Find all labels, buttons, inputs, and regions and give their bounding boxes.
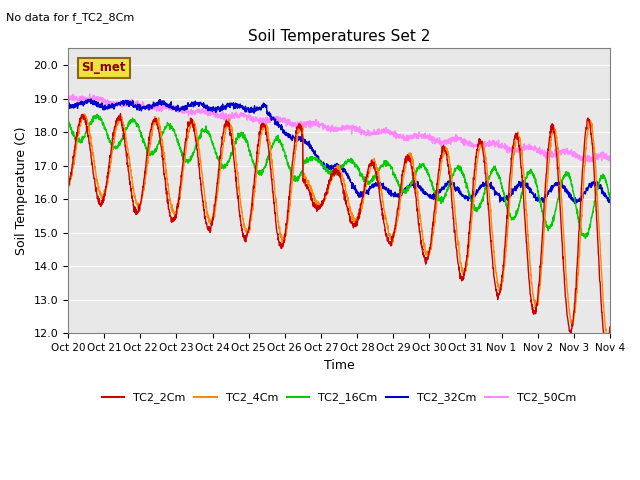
TC2_50Cm	[497, 142, 504, 148]
Title: Soil Temperatures Set 2: Soil Temperatures Set 2	[248, 29, 430, 44]
TC2_50Cm	[215, 113, 223, 119]
TC2_16Cm	[582, 236, 589, 241]
Line: TC2_50Cm: TC2_50Cm	[68, 94, 610, 163]
TC2_32Cm	[497, 196, 504, 202]
TC2_4Cm	[573, 283, 581, 288]
TC2_16Cm	[64, 119, 72, 124]
Legend: TC2_2Cm, TC2_4Cm, TC2_16Cm, TC2_32Cm, TC2_50Cm: TC2_2Cm, TC2_4Cm, TC2_16Cm, TC2_32Cm, TC…	[98, 388, 580, 408]
Text: No data for f_TC2_8Cm: No data for f_TC2_8Cm	[6, 12, 134, 23]
TC2_4Cm	[64, 186, 72, 192]
TC2_2Cm	[559, 240, 566, 246]
TC2_32Cm	[367, 184, 374, 190]
Line: TC2_4Cm: TC2_4Cm	[68, 114, 610, 342]
X-axis label: Time: Time	[324, 359, 355, 372]
TC2_16Cm	[367, 180, 374, 185]
TC2_50Cm	[355, 127, 362, 132]
TC2_2Cm	[573, 261, 581, 267]
TC2_32Cm	[571, 200, 579, 206]
TC2_16Cm	[497, 179, 504, 185]
TC2_2Cm	[497, 286, 504, 291]
Y-axis label: Soil Temperature (C): Soil Temperature (C)	[15, 127, 28, 255]
TC2_32Cm	[64, 102, 72, 108]
TC2_16Cm	[573, 211, 581, 217]
TC2_32Cm	[573, 198, 581, 204]
TC2_4Cm	[81, 111, 88, 117]
TC2_2Cm	[116, 111, 124, 117]
TC2_16Cm	[606, 196, 614, 202]
Line: TC2_16Cm: TC2_16Cm	[68, 114, 610, 239]
TC2_4Cm	[604, 339, 612, 345]
TC2_32Cm	[87, 96, 95, 102]
TC2_4Cm	[606, 333, 614, 338]
TC2_4Cm	[497, 287, 504, 293]
TC2_16Cm	[93, 111, 101, 117]
TC2_2Cm	[355, 212, 362, 217]
Text: SI_met: SI_met	[81, 61, 126, 74]
TC2_16Cm	[355, 168, 362, 174]
Line: TC2_32Cm: TC2_32Cm	[68, 99, 610, 203]
TC2_32Cm	[355, 190, 362, 195]
TC2_50Cm	[590, 160, 598, 166]
TC2_50Cm	[64, 91, 72, 96]
TC2_16Cm	[559, 179, 566, 184]
TC2_2Cm	[606, 324, 614, 330]
TC2_4Cm	[559, 205, 566, 211]
TC2_32Cm	[559, 182, 566, 188]
TC2_50Cm	[573, 153, 581, 158]
TC2_16Cm	[216, 157, 223, 163]
TC2_32Cm	[606, 199, 614, 205]
TC2_2Cm	[367, 161, 374, 167]
TC2_4Cm	[367, 160, 374, 166]
TC2_2Cm	[64, 184, 72, 190]
TC2_4Cm	[355, 213, 362, 219]
TC2_2Cm	[216, 158, 223, 164]
TC2_32Cm	[216, 107, 223, 113]
TC2_4Cm	[216, 176, 223, 181]
TC2_50Cm	[606, 153, 614, 159]
TC2_2Cm	[603, 348, 611, 354]
TC2_50Cm	[366, 132, 374, 137]
TC2_50Cm	[558, 147, 566, 153]
Line: TC2_2Cm: TC2_2Cm	[68, 114, 610, 351]
